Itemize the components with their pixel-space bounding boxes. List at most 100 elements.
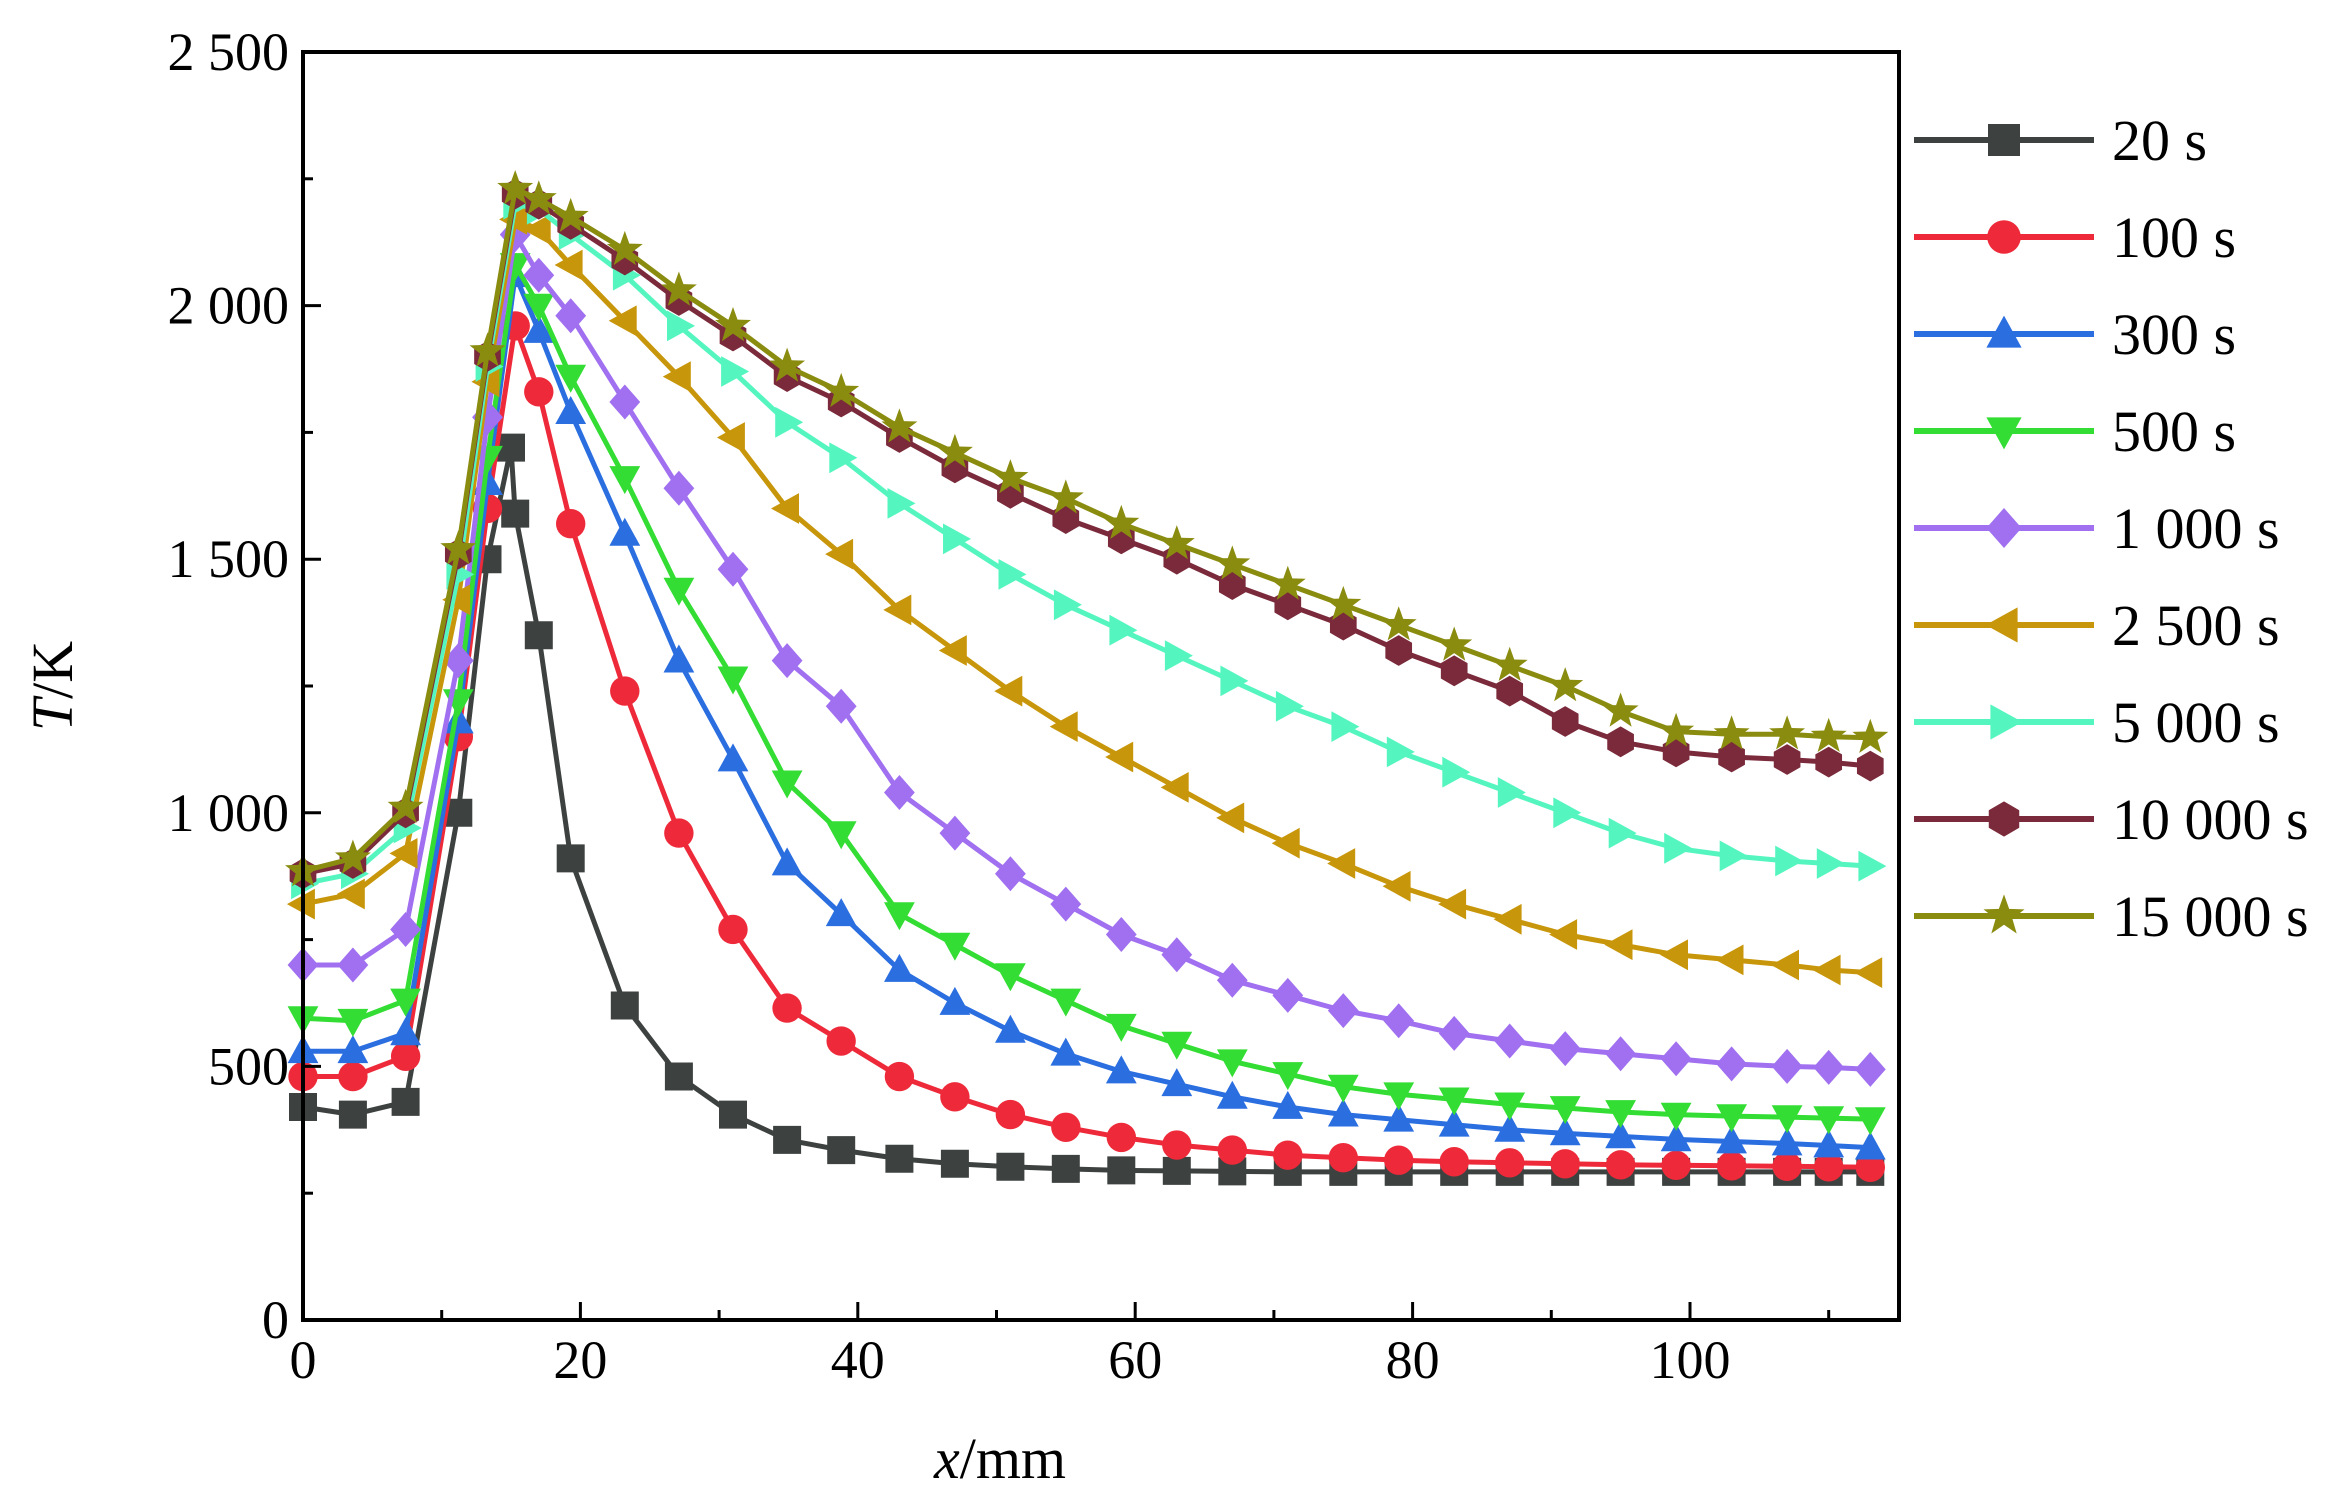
legend-marker — [1988, 124, 2020, 156]
data-point — [1438, 1087, 1470, 1116]
data-point — [1162, 1130, 1192, 1160]
data-point — [1216, 1049, 1248, 1078]
data-point — [1160, 772, 1189, 803]
data-point — [390, 1041, 421, 1071]
data-point — [440, 530, 477, 565]
series-9 — [285, 170, 1889, 887]
data-point — [663, 577, 695, 606]
data-point — [389, 838, 418, 869]
data-point — [387, 788, 424, 823]
data-point — [1813, 1129, 1845, 1158]
data-point — [390, 1017, 421, 1046]
data-point — [1856, 750, 1884, 782]
data-point — [609, 517, 641, 546]
data-point — [338, 1100, 367, 1129]
data-point — [1214, 545, 1251, 580]
data-point — [1327, 848, 1356, 879]
data-point — [772, 993, 802, 1023]
data-point — [1812, 954, 1841, 986]
legend-marker — [1986, 508, 2022, 548]
data-point — [1551, 706, 1579, 737]
data-point — [1327, 993, 1359, 1029]
data-point — [943, 523, 971, 555]
data-point — [1272, 1062, 1304, 1091]
data-point — [337, 1035, 369, 1064]
plot-area — [285, 170, 1889, 1186]
data-point — [1660, 1041, 1692, 1077]
data-point — [469, 332, 506, 367]
data-point — [717, 551, 749, 587]
data-point — [606, 230, 643, 266]
data-point — [523, 314, 555, 343]
data-point — [1383, 1082, 1415, 1111]
data-point — [721, 356, 750, 387]
data-point — [771, 770, 803, 799]
legend-item: 2 500 s — [1914, 593, 2280, 658]
data-point — [1050, 1037, 1082, 1066]
x-axis: 0 20 40 60 80 100 — [290, 1302, 1831, 1390]
data-point — [1775, 845, 1804, 877]
x-axis-title: x/mm — [933, 1426, 1066, 1491]
data-point — [939, 815, 971, 851]
legend-item: 100 s — [1914, 205, 2236, 270]
data-point — [1216, 802, 1245, 834]
data-point — [939, 986, 971, 1015]
data-point — [1854, 1107, 1886, 1136]
data-point — [1549, 919, 1578, 950]
data-point — [390, 988, 421, 1017]
data-point — [555, 508, 586, 539]
data-point — [992, 459, 1029, 494]
data-point — [771, 643, 803, 679]
data-point — [1605, 1036, 1636, 1072]
x-tick-label: 20 — [553, 1330, 607, 1390]
data-point — [1105, 917, 1137, 952]
data-point — [555, 298, 587, 334]
x-tick-label: 60 — [1108, 1330, 1162, 1390]
data-point — [995, 856, 1026, 892]
data-point — [1494, 1023, 1526, 1059]
data-point — [715, 307, 751, 342]
data-point — [1716, 1151, 1747, 1181]
data-point — [1328, 1142, 1358, 1173]
data-point — [775, 406, 804, 438]
data-point — [1658, 712, 1695, 747]
plot-frame — [301, 50, 1901, 1322]
data-point — [1275, 690, 1304, 722]
data-point — [1771, 1127, 1803, 1156]
data-point — [883, 594, 912, 626]
data-point — [1383, 1103, 1415, 1132]
data-point — [1549, 1031, 1581, 1067]
data-point — [1716, 1104, 1747, 1133]
data-point — [1220, 665, 1249, 697]
data-point — [1106, 1122, 1137, 1153]
legend-marker — [1986, 315, 2022, 348]
data-point — [1442, 756, 1471, 788]
data-point — [1105, 1013, 1137, 1042]
data-point — [884, 1061, 915, 1092]
data-point — [995, 1014, 1026, 1043]
data-point — [1161, 937, 1193, 973]
data-point — [1496, 675, 1524, 707]
data-point — [610, 991, 639, 1020]
data-point — [1491, 646, 1528, 681]
data-point — [995, 1099, 1026, 1130]
data-point — [887, 488, 916, 519]
y-tick-label: 1 500 — [168, 529, 290, 589]
data-point — [1814, 1152, 1844, 1182]
data-point — [390, 912, 421, 947]
data-point — [1436, 626, 1473, 661]
legend-marker — [1985, 607, 2018, 643]
data-point — [552, 197, 589, 233]
data-point — [1771, 1105, 1803, 1134]
data-point — [523, 293, 555, 322]
data-point — [1858, 850, 1887, 882]
data-point — [881, 408, 918, 443]
legend: 20 s 100 s 300 s 500 s 1 000 s 2 500 s 5 000 s… — [1914, 108, 2309, 949]
data-point — [1383, 1003, 1415, 1039]
data-point — [554, 249, 583, 281]
data-point — [660, 271, 697, 306]
y-tick-label: 2 500 — [168, 22, 290, 82]
data-point — [1713, 715, 1750, 750]
data-point — [939, 932, 971, 961]
